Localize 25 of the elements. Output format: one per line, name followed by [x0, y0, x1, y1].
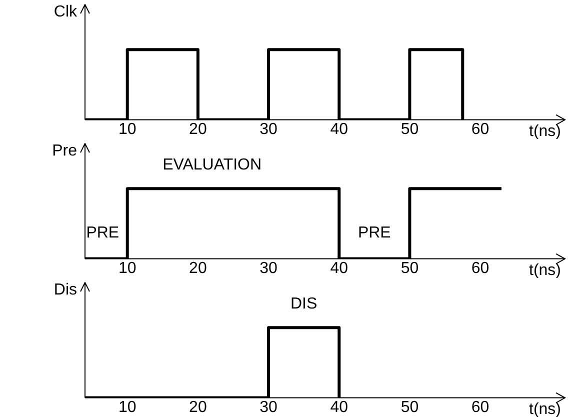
x-tick-label: 30	[260, 260, 278, 277]
x-tick-label: 40	[330, 120, 348, 138]
text: EVALUATION	[162, 156, 262, 174]
annotation: PRE	[358, 224, 391, 242]
x-tick-label: 10	[118, 398, 136, 416]
x-tick-label: 40	[330, 260, 348, 277]
x-tick-label: 50	[400, 260, 419, 277]
x-tick-label: 20	[189, 120, 207, 138]
x-tick-label: 60	[471, 120, 490, 138]
x-tick-label: 10	[118, 120, 136, 138]
x-tick-label: 60	[471, 260, 490, 277]
x-tick-label: 50	[400, 120, 419, 138]
x-tick-label: 40	[330, 398, 348, 416]
text: DIS	[290, 296, 318, 313]
x-tick-label: 20	[189, 398, 207, 416]
x-tick-label: 30	[260, 120, 278, 138]
x-tick-label: 10	[118, 260, 136, 277]
y-axis-title: Clk	[54, 3, 78, 20]
annotation: PRE	[86, 224, 120, 242]
x-tick-label: 60	[471, 398, 490, 416]
y-axis-title: Dis	[54, 281, 77, 298]
x-tick-label: 30	[260, 398, 278, 416]
x-tick-label: 50	[400, 398, 419, 416]
y-axis-title: Pre	[52, 142, 78, 160]
x-tick-label: 20	[189, 260, 207, 277]
